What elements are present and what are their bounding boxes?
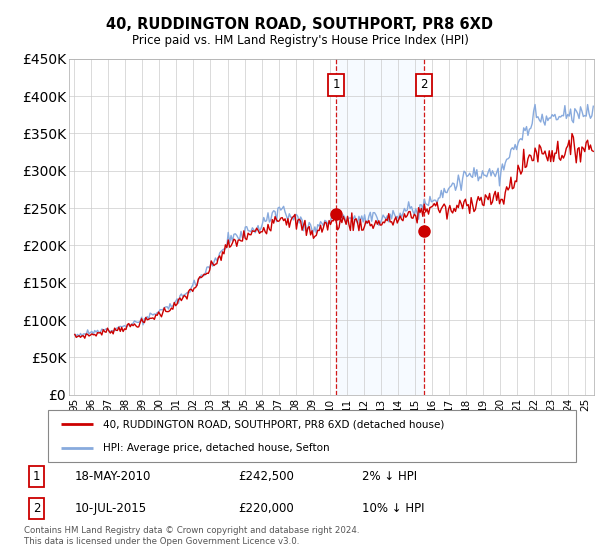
Text: £220,000: £220,000 xyxy=(238,502,294,515)
Text: 2% ↓ HPI: 2% ↓ HPI xyxy=(362,470,418,483)
Text: Price paid vs. HM Land Registry's House Price Index (HPI): Price paid vs. HM Land Registry's House … xyxy=(131,34,469,46)
Text: 40, RUDDINGTON ROAD, SOUTHPORT, PR8 6XD (detached house): 40, RUDDINGTON ROAD, SOUTHPORT, PR8 6XD … xyxy=(103,419,445,430)
Text: 40, RUDDINGTON ROAD, SOUTHPORT, PR8 6XD: 40, RUDDINGTON ROAD, SOUTHPORT, PR8 6XD xyxy=(107,17,493,32)
Text: 1: 1 xyxy=(32,470,40,483)
Text: HPI: Average price, detached house, Sefton: HPI: Average price, detached house, Seft… xyxy=(103,443,330,453)
Text: 2: 2 xyxy=(420,78,428,91)
Text: 10-JUL-2015: 10-JUL-2015 xyxy=(75,502,147,515)
Text: 1: 1 xyxy=(332,78,340,91)
Text: 18-MAY-2010: 18-MAY-2010 xyxy=(75,470,151,483)
Text: Contains HM Land Registry data © Crown copyright and database right 2024.
This d: Contains HM Land Registry data © Crown c… xyxy=(24,526,359,546)
Text: 10% ↓ HPI: 10% ↓ HPI xyxy=(362,502,425,515)
Text: £242,500: £242,500 xyxy=(238,470,294,483)
FancyBboxPatch shape xyxy=(48,410,576,462)
Text: 2: 2 xyxy=(32,502,40,515)
Bar xyxy=(336,59,424,395)
